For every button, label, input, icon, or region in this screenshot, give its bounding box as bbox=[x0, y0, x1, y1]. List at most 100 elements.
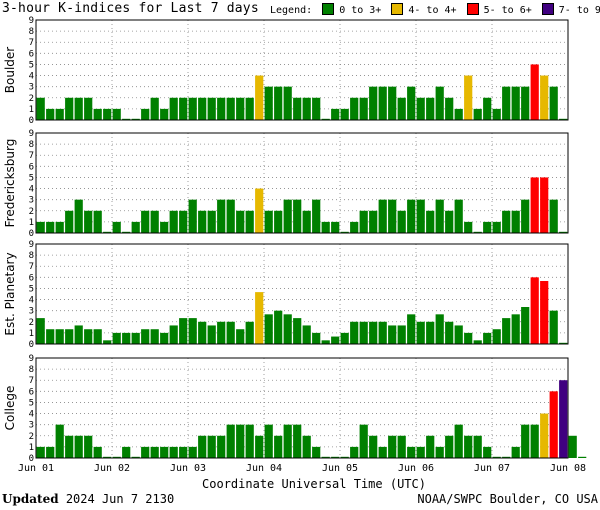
legend-item-label: 7- to 9 bbox=[558, 5, 600, 16]
k-index-bar bbox=[65, 329, 74, 344]
chart-title: 3-hour K-indices for Last 7 days bbox=[2, 1, 259, 16]
k-index-bar bbox=[293, 318, 302, 344]
k-index-bar bbox=[65, 210, 74, 233]
k-index-bar bbox=[359, 424, 368, 458]
k-index-bar bbox=[312, 199, 321, 233]
k-index-bar bbox=[36, 97, 45, 120]
k-index-bar bbox=[226, 199, 235, 233]
data-source: NOAA/SWPC Boulder, CO USA bbox=[417, 492, 598, 506]
k-index-bar bbox=[568, 435, 577, 458]
k-index-bar bbox=[264, 424, 273, 458]
k-index-bar bbox=[350, 97, 359, 120]
legend-label: Legend: bbox=[270, 5, 313, 16]
k-index-bar bbox=[483, 332, 492, 344]
k-index-bar bbox=[530, 64, 539, 120]
k-index-bar bbox=[93, 210, 102, 233]
k-index-bar bbox=[397, 325, 406, 344]
k-index-bar bbox=[407, 199, 416, 233]
k-index-bar bbox=[397, 97, 406, 120]
k-index-bar bbox=[321, 340, 330, 344]
k-index-bar bbox=[483, 97, 492, 120]
k-index-bar bbox=[416, 321, 425, 344]
k-index-bar bbox=[112, 221, 121, 233]
k-index-bar bbox=[293, 97, 302, 120]
k-index-bar bbox=[112, 456, 121, 458]
y-tick-label: 9 bbox=[29, 16, 34, 26]
k-index-bar bbox=[350, 321, 359, 344]
k-index-bar bbox=[540, 75, 549, 120]
k-index-bar bbox=[407, 446, 416, 458]
k-index-bar bbox=[93, 108, 102, 120]
k-index-bar bbox=[255, 188, 264, 233]
k-index-bar bbox=[521, 307, 530, 344]
k-index-bar bbox=[435, 446, 444, 458]
k-index-bar bbox=[103, 108, 112, 120]
k-index-bar bbox=[274, 435, 283, 458]
k-index-bar bbox=[369, 210, 378, 233]
k-index-bar bbox=[93, 446, 102, 458]
legend-item-quiet: 0 to 3+ bbox=[322, 3, 381, 16]
k-index-bar bbox=[55, 329, 64, 344]
k-index-bar bbox=[502, 86, 511, 120]
y-tick-label: 2 bbox=[29, 432, 34, 442]
k-index-bar bbox=[331, 221, 340, 233]
k-index-bar bbox=[131, 221, 140, 233]
k-index-bar bbox=[492, 108, 501, 120]
panel-label: Boulder bbox=[3, 47, 17, 94]
x-tick-label: Jun 02 bbox=[94, 463, 130, 474]
k-index-bar bbox=[198, 435, 207, 458]
k-index-bar bbox=[302, 435, 311, 458]
k-index-bar bbox=[264, 210, 273, 233]
y-tick-label: 0 bbox=[29, 454, 34, 464]
legend-item-label: 4- to 4+ bbox=[408, 5, 457, 16]
k-index-bar bbox=[283, 199, 292, 233]
legend-item-label: 0 to 3+ bbox=[339, 5, 382, 16]
k-index-bar bbox=[226, 97, 235, 120]
k-index-bar bbox=[464, 332, 473, 344]
k-index-bar bbox=[207, 210, 216, 233]
k-index-bar bbox=[217, 321, 226, 344]
legend-item-severe: 7- to 9 bbox=[541, 3, 600, 16]
k-index-bar bbox=[103, 340, 112, 344]
panel-frame bbox=[35, 357, 569, 459]
k-index-bar bbox=[511, 86, 520, 120]
k-index-bar bbox=[255, 75, 264, 120]
k-index-bar bbox=[103, 231, 112, 233]
k-index-bar bbox=[445, 321, 454, 344]
k-index-bar bbox=[179, 446, 188, 458]
k-index-bar bbox=[217, 97, 226, 120]
y-tick-label: 9 bbox=[29, 354, 34, 364]
k-index-bar bbox=[198, 321, 207, 344]
k-index-bar bbox=[65, 97, 74, 120]
k-index-bar bbox=[188, 97, 197, 120]
y-tick-label: 6 bbox=[29, 387, 34, 397]
y-tick-label: 8 bbox=[29, 251, 34, 261]
k-index-bar bbox=[160, 332, 169, 344]
k-index-bar bbox=[416, 199, 425, 233]
k-index-bar bbox=[312, 446, 321, 458]
k-index-bar bbox=[530, 177, 539, 233]
k-index-bar bbox=[492, 456, 501, 458]
k-index-bar bbox=[331, 108, 340, 120]
k-index-bar bbox=[264, 314, 273, 344]
x-tick-label: Jun 01 bbox=[18, 463, 54, 474]
k-index-bar bbox=[198, 210, 207, 233]
k-index-bar bbox=[340, 108, 349, 120]
k-index-bar bbox=[388, 86, 397, 120]
k-index-bar bbox=[473, 231, 482, 233]
k-index-bar bbox=[359, 210, 368, 233]
k-index-bar bbox=[122, 332, 131, 344]
k-index-bar bbox=[236, 210, 245, 233]
y-tick-label: 1 bbox=[29, 218, 34, 228]
k-index-bar bbox=[454, 325, 463, 344]
y-tick-label: 0 bbox=[29, 340, 34, 350]
k-index-bar bbox=[359, 97, 368, 120]
k-index-bar bbox=[369, 435, 378, 458]
k-index-bar bbox=[416, 97, 425, 120]
k-index-bar bbox=[454, 108, 463, 120]
y-tick-label: 6 bbox=[29, 162, 34, 172]
k-index-bar bbox=[150, 97, 159, 120]
x-tick-label: Jun 07 bbox=[474, 463, 510, 474]
k-index-bar bbox=[321, 118, 330, 120]
k-index-bar bbox=[36, 318, 45, 344]
